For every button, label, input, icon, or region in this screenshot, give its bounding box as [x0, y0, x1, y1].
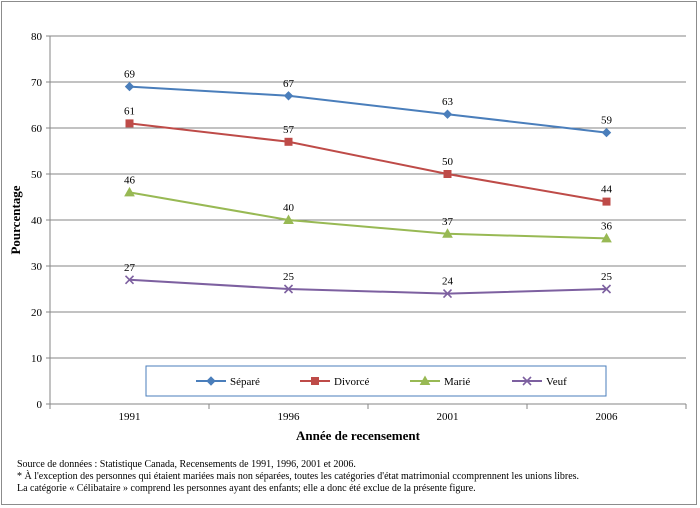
data-label-veuf: 27 [124, 262, 136, 274]
y-tick-label: 70 [31, 77, 43, 89]
y-tick-label: 10 [31, 353, 43, 365]
x-marker-stroke [522, 376, 532, 386]
data-point-separe [442, 109, 453, 119]
footnote-line-1: * À l'exception des personnes qui étaien… [17, 471, 580, 482]
series-line-veuf [129, 278, 607, 295]
data-point-veuf [442, 289, 453, 299]
series-line-separe [129, 85, 607, 134]
data-point-separe [124, 81, 135, 92]
data-label-veuf: 25 [283, 271, 295, 283]
y-axis-title: Pourcentage [8, 185, 23, 254]
data-label-veuf: 25 [601, 271, 613, 283]
legend-marker-separe [206, 376, 216, 386]
x-marker-stroke [442, 289, 453, 299]
data-point-divorce [602, 197, 611, 206]
gridlines [50, 35, 686, 359]
data-point-marie [283, 214, 294, 224]
legend: Séparé Divorcé Marié Veuf [145, 365, 607, 397]
legend-label-marie: Marié [444, 376, 470, 388]
data-label-separe: 67 [283, 78, 295, 90]
data-label-marie: 37 [442, 216, 454, 228]
legend-label-veuf: Veuf [546, 376, 567, 388]
data-label-divorce: 61 [124, 105, 135, 117]
y-tick-label: 20 [31, 307, 43, 319]
x-tick-label: 1991 [119, 411, 141, 423]
series-lines [124, 81, 612, 299]
x-tick-label: 2001 [437, 411, 459, 423]
x-marker-stroke [601, 284, 612, 294]
data-point-veuf [124, 275, 135, 285]
data-labels: 69 67 63 59 61 57 50 44 46 40 37 36 27 25 24 25 [124, 69, 613, 288]
data-label-marie: 36 [601, 220, 613, 232]
y-tick-label: 50 [31, 169, 43, 181]
data-label-marie: 46 [124, 174, 136, 186]
x-marker-stroke [124, 275, 135, 285]
x-tick-label: 1996 [278, 411, 301, 423]
legend-label-separe: Séparé [230, 376, 260, 388]
data-point-divorce [284, 137, 293, 146]
data-point-marie [124, 186, 135, 197]
data-label-divorce: 44 [601, 184, 613, 196]
data-point-divorce [125, 119, 134, 128]
footnote-line-2: La catégorie « Célibataire » comprend le… [17, 483, 476, 494]
data-point-marie [442, 228, 453, 238]
y-tick-label: 0 [37, 399, 43, 411]
legend-marker-divorce [311, 377, 319, 385]
series-line-divorce [129, 122, 607, 203]
series-line-marie [129, 191, 607, 240]
data-label-divorce: 57 [283, 124, 295, 136]
y-tick-label: 30 [31, 261, 43, 273]
data-label-separe: 59 [601, 115, 613, 127]
data-point-marie [601, 232, 612, 243]
y-tick-label: 40 [31, 215, 43, 227]
y-tick-labels: 0 10 20 30 40 50 60 70 80 [31, 31, 43, 411]
data-label-marie: 40 [283, 202, 295, 214]
data-point-separe [283, 91, 294, 101]
data-point-divorce [443, 170, 452, 178]
y-tick-label: 60 [31, 123, 43, 135]
source-line: Source de données : Statistique Canada, … [17, 459, 356, 470]
y-tick-label: 80 [31, 31, 43, 43]
data-point-separe [601, 127, 612, 138]
legend-marker-marie [419, 375, 431, 385]
x-tick-label: 2006 [596, 411, 619, 423]
legend-label-divorce: Divorcé [334, 376, 370, 388]
data-point-veuf [601, 284, 612, 294]
axes [46, 35, 687, 409]
data-label-divorce: 50 [442, 156, 454, 168]
data-label-separe: 69 [124, 69, 136, 81]
x-axis-title: Année de recensement [296, 428, 421, 443]
data-label-separe: 63 [442, 96, 454, 108]
legend-marker-veuf [522, 376, 532, 386]
data-point-veuf [283, 284, 294, 294]
data-label-veuf: 24 [442, 276, 454, 288]
x-marker-stroke [283, 284, 294, 294]
source-notes: Source de données : Statistique Canada, … [17, 459, 687, 495]
x-tick-labels: 1991 1996 2001 2006 [119, 411, 619, 423]
